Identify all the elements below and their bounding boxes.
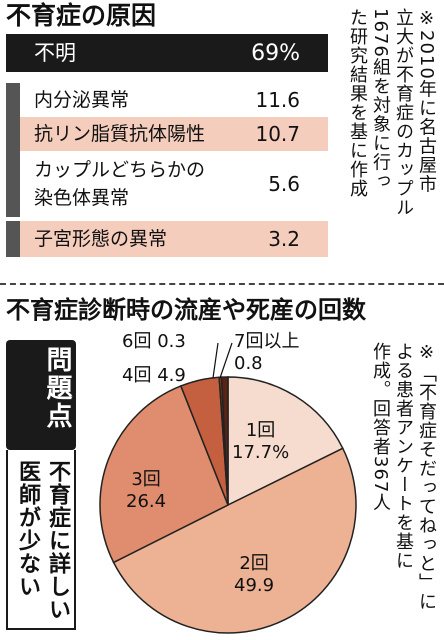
row-label: 内分泌異常 <box>34 89 130 111</box>
pie-note: ※「不育症そだってねっと」に よる患者アンケートを基に 作成。回答者367人 <box>370 342 437 611</box>
causes-note: ※2010年に名古屋市 立大が不育症のカップル 1676組を対象に行っ た研究結… <box>347 8 437 217</box>
row-label: 子宮形態の異常 <box>34 228 168 250</box>
slice-value: 4.9 <box>157 365 186 386</box>
table-row: 子宮形態の異常 3.2 <box>6 221 328 257</box>
sidebar-heading: 問題点 <box>42 346 72 430</box>
pie-slice-6 <box>220 376 229 506</box>
causes-title: 不育症の原因 <box>6 1 157 30</box>
slice-name: 3回 <box>131 469 161 490</box>
slice-name: 6回 <box>122 331 152 352</box>
slice-name: 1回 <box>245 420 276 441</box>
row-label: カップルどちらかの 染色体異常 <box>34 159 206 209</box>
slice-value: 0.3 <box>157 331 186 352</box>
sidebar-heading-box: 問題点 <box>6 340 76 450</box>
section-divider <box>0 283 444 285</box>
table-row: 抗リン脂質抗体陽性 10.7 <box>6 117 328 151</box>
pie-slice-2 <box>112 447 357 634</box>
table-row: 内分泌異常 11.6 <box>6 83 328 117</box>
row-marker <box>6 117 20 151</box>
leader-line-7 <box>219 342 233 379</box>
row-marker <box>6 34 20 72</box>
row-label: 抗リン脂質抗体陽性 <box>34 123 206 145</box>
row-marker <box>6 151 20 217</box>
pie-title: 不育症診断時の流産や死産の回数 <box>6 296 366 324</box>
leader-line-6 <box>212 342 219 379</box>
row-label: 不明 <box>34 41 76 65</box>
sidebar-text: 不育症に詳しい 医師が少ない <box>15 460 70 621</box>
row-value: 10.7 <box>255 122 300 146</box>
row-value: 11.6 <box>255 88 300 112</box>
slice-label-4: 4回 4.9 <box>122 365 186 387</box>
row-value: 3.2 <box>268 227 300 251</box>
slice-name: 2回 <box>239 553 269 574</box>
slice-label-6: 6回 0.3 <box>122 331 186 353</box>
slice-name: 7回以上 <box>234 331 300 352</box>
slice-name: 4回 <box>122 365 152 386</box>
row-value: 5.6 <box>268 172 300 196</box>
slice-value: 17.7% <box>232 442 290 463</box>
slice-label-2: 2回 49.9 <box>234 553 274 597</box>
slice-value: 49.9 <box>234 575 275 596</box>
slice-label-1: 1回 17.7% <box>232 420 289 464</box>
row-marker <box>6 221 20 257</box>
row-value: 69% <box>251 40 300 66</box>
slice-label-3: 3回 26.4 <box>126 469 166 513</box>
slice-label-7: 7回以上 0.8 <box>234 331 299 375</box>
slice-value: 0.8 <box>234 353 263 374</box>
pie-slice-3 <box>99 385 229 564</box>
slice-value: 26.4 <box>126 491 167 512</box>
pie-slice-1 <box>227 376 344 507</box>
table-row: カップルどちらかの 染色体異常 5.6 <box>6 151 328 217</box>
table-row: 不明 69% <box>6 34 328 72</box>
sidebar-text-box: 不育症に詳しい 医師が少ない <box>6 450 76 630</box>
row-marker <box>6 83 20 117</box>
